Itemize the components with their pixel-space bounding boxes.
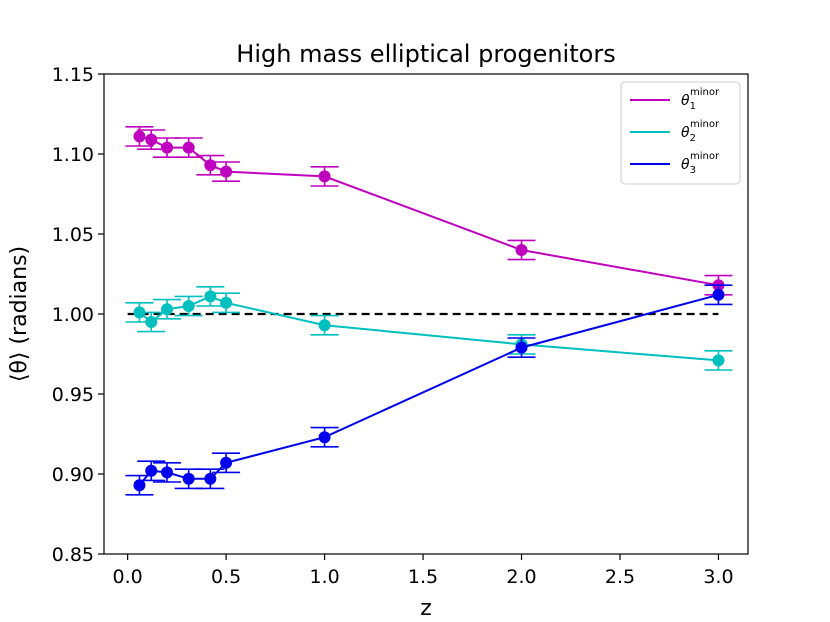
x-tick-label: 2.0 [506,566,536,588]
data-point [318,431,331,444]
data-point [204,472,217,485]
y-axis-label: ⟨θ⟩ (radians) [7,246,32,382]
series-1 [125,126,733,296]
legend-item: θ1minor [630,87,720,112]
data-point [133,130,146,143]
x-tick-label: 1.5 [408,566,438,588]
x-tick-label: 3.0 [703,566,733,588]
legend-label: θ2minor [681,119,720,144]
data-point [182,300,195,312]
legend-item: θ2minor [630,119,720,144]
x-tick-label: 0.0 [113,566,143,588]
legend-label: θ1minor [681,87,720,112]
data-point [145,464,158,477]
series-2 [125,285,733,371]
x-tick-label: 2.5 [605,566,635,588]
data-point [318,319,331,332]
data-point [515,341,528,354]
chart-title: High mass elliptical progenitors [236,40,615,68]
x-tick-label: 0.5 [211,566,241,588]
legend-item: θ3minor [630,151,720,176]
y-tick-label: 0.85 [52,544,94,566]
data-point [712,354,725,367]
data-point [220,296,233,309]
data-point [161,466,174,479]
y-tick-label: 1.10 [52,144,94,166]
data-point [161,141,174,154]
legend-frame [620,81,741,185]
data-point [220,456,233,469]
data-point [161,303,174,316]
data-point [145,133,158,146]
y-tick-label: 1.15 [52,64,94,86]
data-point [182,472,195,485]
y-tick-label: 0.95 [52,384,94,406]
x-axis-label: z [420,596,432,621]
data-point [515,244,528,256]
data-point [220,165,233,178]
y-tick-label: 1.05 [52,224,94,246]
data-point [712,288,725,301]
data-point [133,479,146,492]
y-tick-label: 0.90 [52,464,94,486]
x-tick-label: 1.0 [309,566,339,588]
series-3 [125,284,733,496]
legend: θ1minor θ2minor θ3minor [620,81,741,185]
data-point [182,141,195,154]
data-point [318,170,331,183]
legend-label: θ3minor [681,151,720,176]
y-tick-label: 1.00 [52,304,94,326]
